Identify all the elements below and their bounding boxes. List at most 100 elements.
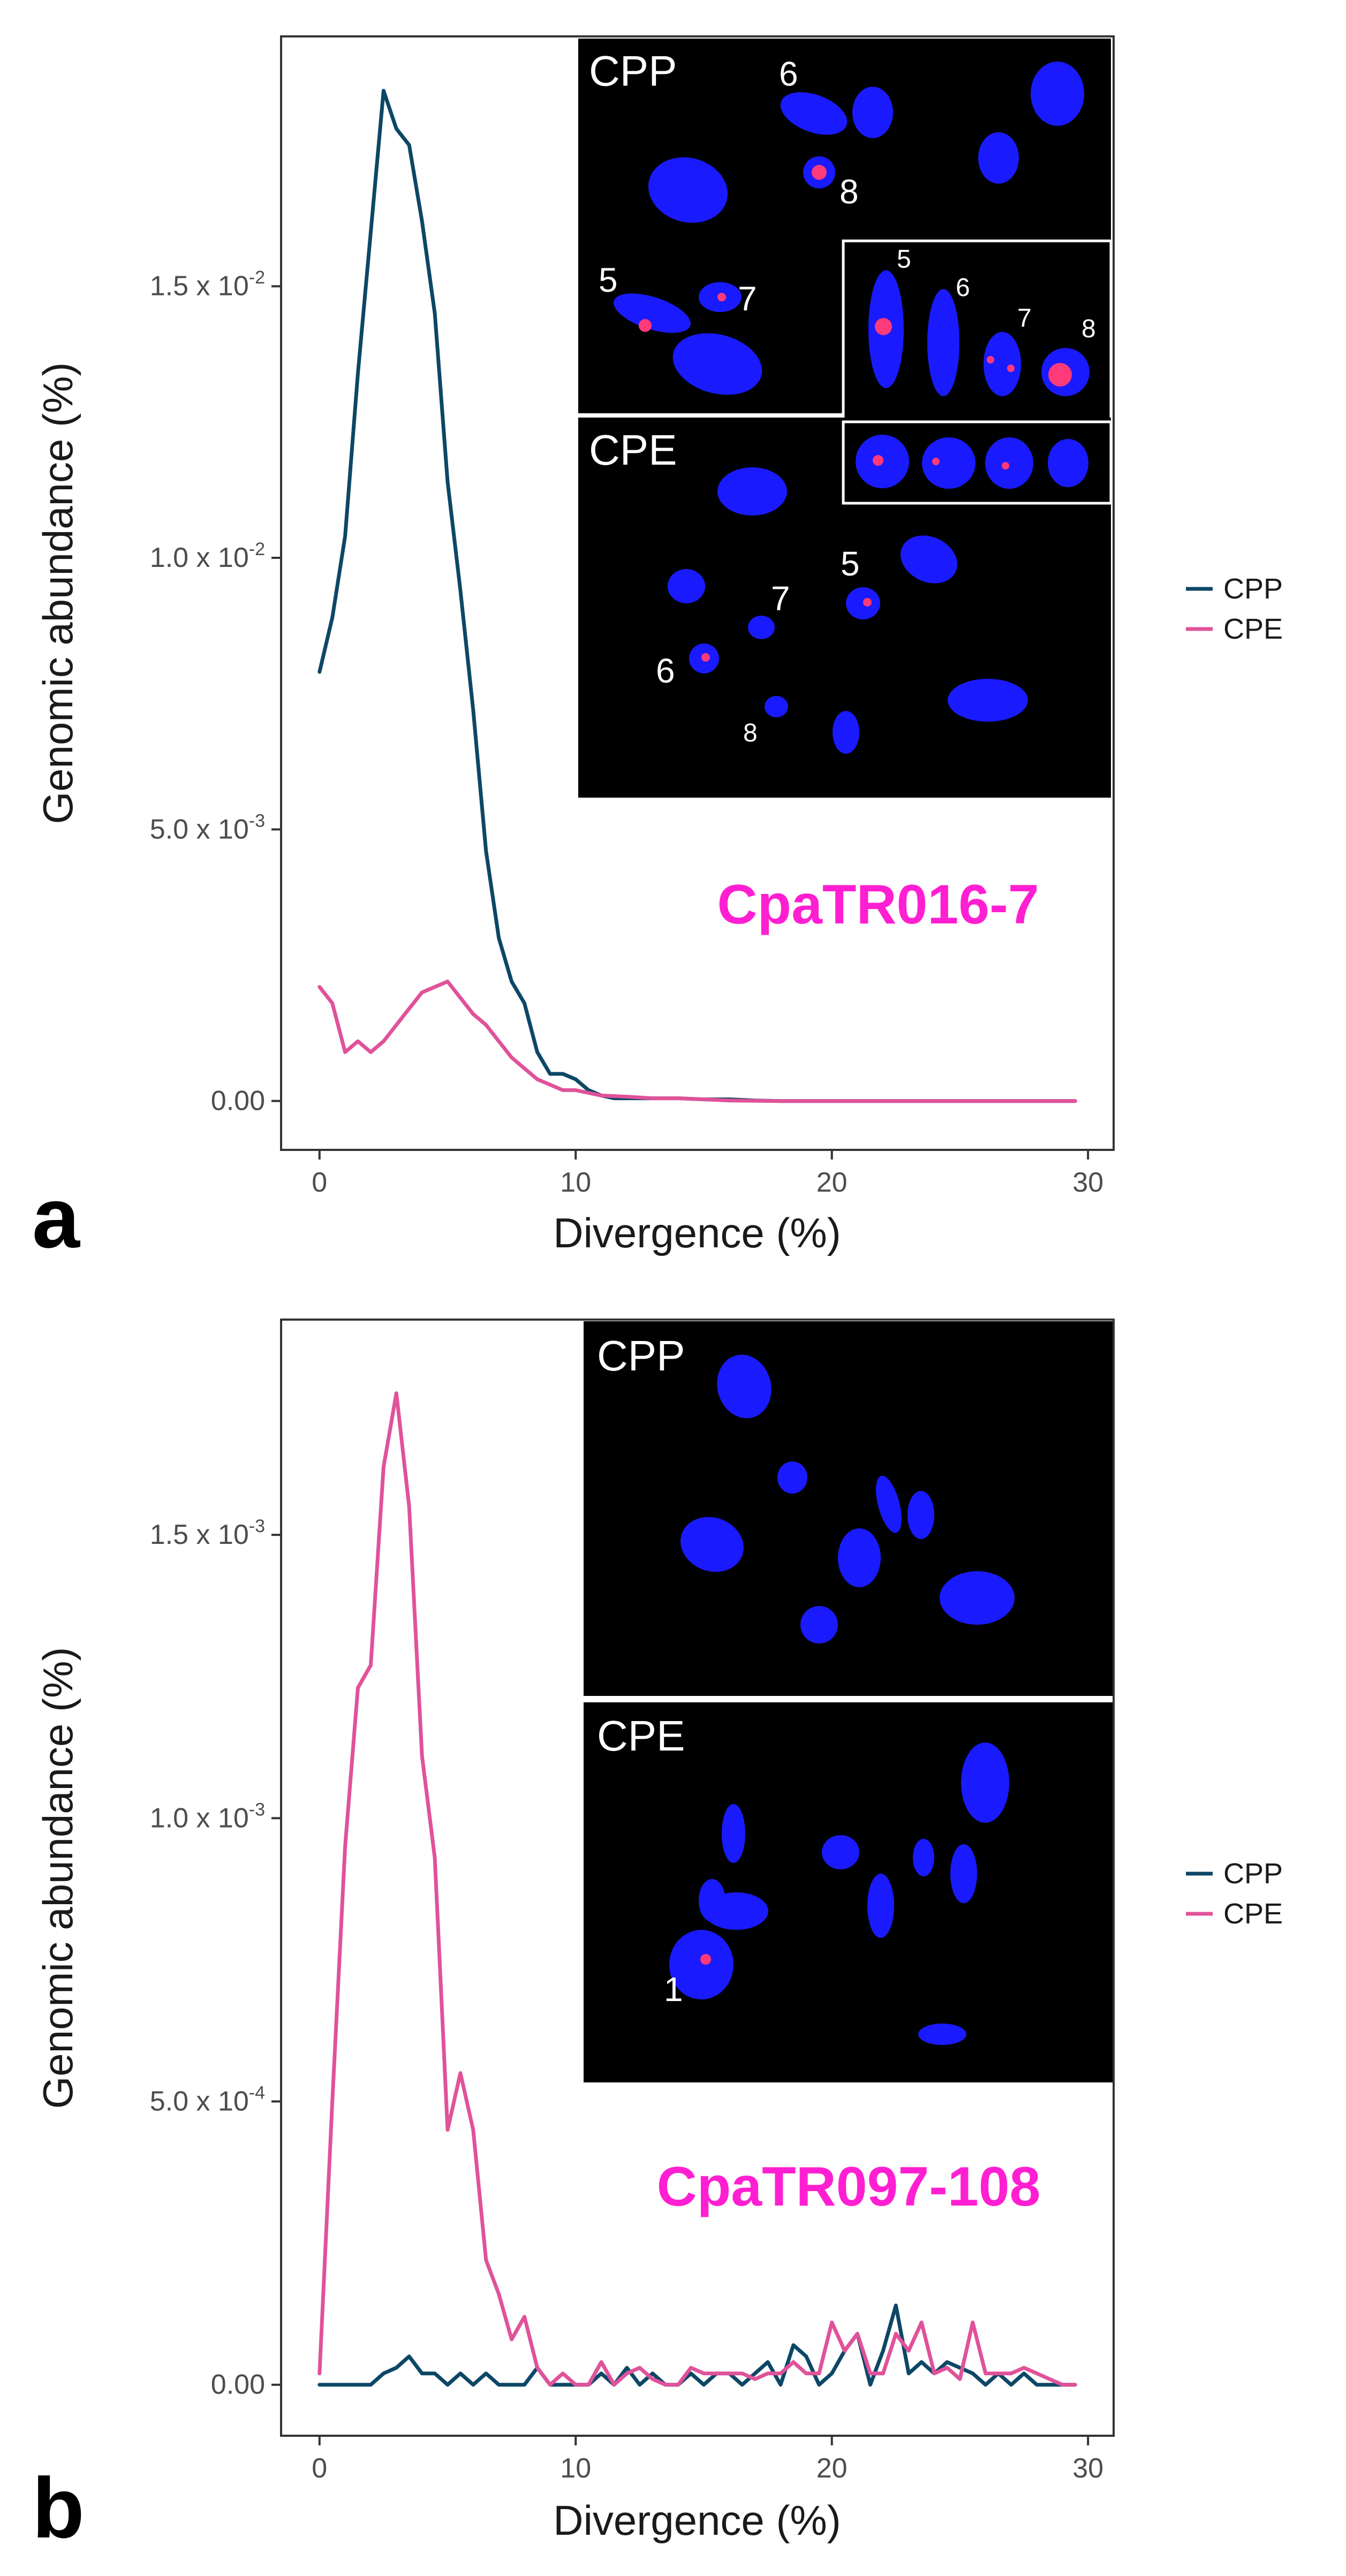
series-line-cpp xyxy=(317,2304,1077,2387)
chromosome xyxy=(669,1930,734,1999)
y-axis-title-b: Genomic abundance (%) xyxy=(34,1647,81,2109)
chromosomes-b-cpe xyxy=(669,1742,1009,2045)
series-lines-b xyxy=(317,1391,1077,2387)
y-ticks-a: 0.00 5.0 x 10-3 1.0 x 10-2 1.5 x 10-2 xyxy=(150,268,281,1117)
x-tick-label: 10 xyxy=(560,2453,591,2484)
fish-signal xyxy=(1048,363,1072,387)
series-lines-a xyxy=(317,89,1077,1103)
fish-signal xyxy=(812,165,827,180)
chromosome xyxy=(940,1571,1015,1625)
x-ticks-a: 0 10 20 30 xyxy=(312,1150,1103,1198)
fish-signal xyxy=(717,293,726,301)
zoom-chromosome-number: 8 xyxy=(1082,315,1096,343)
x-ticks-b: 0 10 20 30 xyxy=(312,2436,1103,2484)
chromosome xyxy=(961,1742,1009,1823)
fish-signal xyxy=(873,455,883,466)
chromosome-number: 5 xyxy=(841,544,860,583)
chromosome xyxy=(614,293,691,333)
chromosome-number: 7 xyxy=(738,279,757,318)
zoom-chromosome-number: 6 xyxy=(956,274,970,302)
legend-label-cpp: CPP xyxy=(1223,573,1283,605)
chromosome xyxy=(876,1475,902,1533)
inset-b-cpp-label: CPP xyxy=(597,1332,685,1380)
chromosome xyxy=(852,87,893,138)
legend-label-cpe: CPE xyxy=(1223,1898,1283,1930)
chromosome xyxy=(777,1461,807,1494)
chromosome xyxy=(908,1491,934,1539)
x-tick-label: 0 xyxy=(312,1167,327,1198)
chromosomes-a-cpp xyxy=(614,62,1084,395)
chromosome xyxy=(722,1804,745,1863)
y-tick-label: 1.5 x 10-2 xyxy=(150,268,265,302)
fish-signal xyxy=(700,1954,711,1965)
y-tick-label: 0.00 xyxy=(211,2369,265,2400)
chromosome xyxy=(978,132,1019,184)
chromosome xyxy=(704,1892,768,1930)
chromosome-number: 8 xyxy=(840,172,859,211)
chromosomes-b-cpp xyxy=(680,1354,1015,1643)
y-tick-label: 1.5 x 10-3 xyxy=(150,1516,265,1550)
x-tick-label: 20 xyxy=(816,1167,848,1198)
x-axis-title-b: Divergence (%) xyxy=(553,2497,841,2544)
fish-signal xyxy=(701,653,710,662)
x-tick-label: 30 xyxy=(1072,2453,1103,2484)
y-ticks-b: 0.00 5.0 x 10-4 1.0 x 10-3 1.5 x 10-3 xyxy=(150,1516,281,2400)
probe-title-a: CpaTR016-7 xyxy=(717,874,1039,936)
inset-b-cpp-background xyxy=(584,1321,1113,1696)
x-tick-label: 0 xyxy=(312,2453,327,2484)
legend-label-cpp: CPP xyxy=(1223,1858,1283,1890)
inset-a-cpp: CPP 6 8 5 7 xyxy=(578,39,1111,413)
chromosome-number: 5 xyxy=(599,261,618,299)
y-tick-label: 5.0 x 10-3 xyxy=(150,810,265,845)
chromosome xyxy=(985,437,1033,489)
x-tick-label: 10 xyxy=(560,1167,591,1198)
inset-b-cpe: CPE 1 xyxy=(584,1702,1113,2082)
y-tick-label: 0.00 xyxy=(211,1086,265,1117)
chromosome xyxy=(901,535,957,584)
chromosome xyxy=(838,1528,881,1587)
chromosome-number: 1 xyxy=(664,1970,683,2009)
x-tick-label: 20 xyxy=(816,2453,848,2484)
zoom-chromosome-number: 5 xyxy=(897,245,911,274)
fish-signals-b-cpe xyxy=(700,1954,711,1965)
chromosome-number: 8 xyxy=(743,719,758,747)
zoom-top-signals xyxy=(875,318,1072,387)
inset-a-cpe: CPE 7 5 6 8 xyxy=(578,418,1113,798)
chromosome-number: 6 xyxy=(779,55,798,93)
y-tick-label: 1.0 x 10-3 xyxy=(150,1799,265,1833)
chromosome xyxy=(668,569,705,603)
chromosome xyxy=(822,1835,859,1869)
fish-signals-a-cpe xyxy=(701,455,1009,662)
y-tick-label: 1.0 x 10-2 xyxy=(150,539,265,573)
y-tick-label: 5.0 x 10-4 xyxy=(150,2083,265,2117)
chromosome-number: 7 xyxy=(771,579,790,618)
series-line-cpe xyxy=(317,1391,1077,2387)
panel-b: 0.00 5.0 x 10-4 1.0 x 10-3 1.5 x 10-3 0 10 20… xyxy=(32,1319,1283,2556)
legend-a: CPP CPE xyxy=(1186,573,1283,645)
fish-signal xyxy=(863,598,872,607)
fish-signal xyxy=(1007,365,1015,372)
chromosome xyxy=(984,332,1021,396)
fish-signals-a-cpp xyxy=(639,165,827,332)
chromosome xyxy=(927,289,959,396)
legend-b: CPP CPE xyxy=(1186,1858,1283,1930)
chromosome xyxy=(748,616,775,639)
chromosome xyxy=(765,696,788,717)
chromosome xyxy=(780,92,848,135)
fish-signal xyxy=(875,318,892,335)
legend-label-cpe: CPE xyxy=(1223,613,1283,645)
chromosome xyxy=(846,587,880,619)
x-axis-title-a: Divergence (%) xyxy=(553,1209,841,1256)
x-tick-label: 30 xyxy=(1072,1167,1103,1198)
panel-letter-b: b xyxy=(32,2460,85,2556)
chromosome-number: 6 xyxy=(656,651,675,690)
chromosome xyxy=(680,1517,744,1572)
chromosome xyxy=(913,1839,934,1876)
y-axis-title-a: Genomic abundance (%) xyxy=(34,362,81,824)
fish-signal xyxy=(987,356,994,363)
inset-b-cpe-background xyxy=(584,1702,1113,2082)
chromosome xyxy=(833,711,859,754)
fish-signal xyxy=(1002,462,1009,469)
inset-a-cpp-label: CPP xyxy=(589,47,677,95)
